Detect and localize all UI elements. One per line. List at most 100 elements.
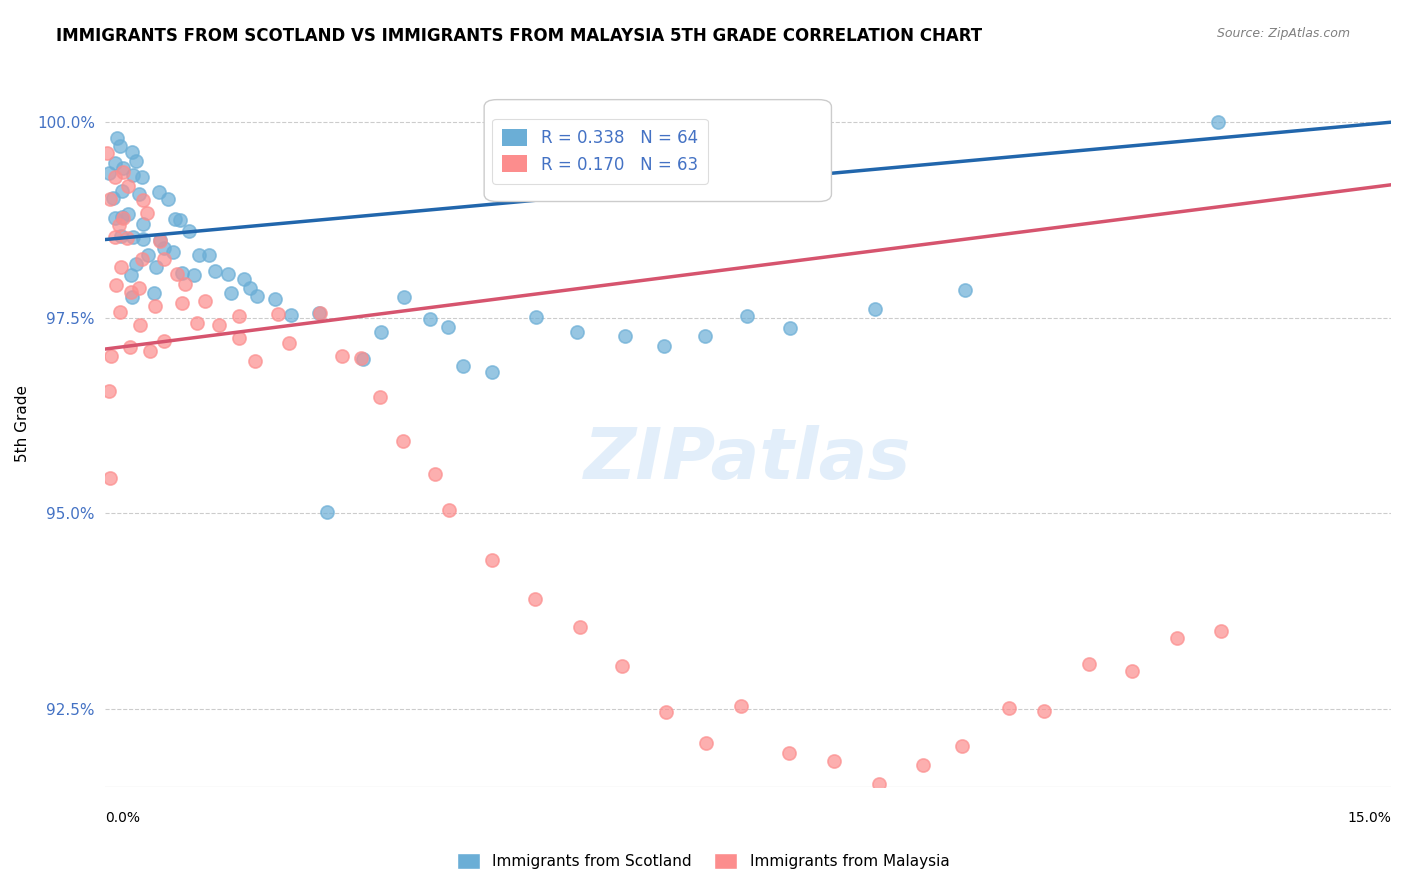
Point — [110, 228, 132, 243]
Point — [153, 252, 176, 266]
Point — [315, 505, 337, 519]
Point — [115, 231, 138, 245]
Point — [111, 210, 134, 224]
Point — [110, 260, 132, 274]
Point — [108, 305, 131, 319]
Point — [179, 224, 201, 238]
Point — [128, 186, 150, 201]
Point — [330, 349, 353, 363]
Point — [217, 268, 239, 282]
Text: IMMIGRANTS FROM SCOTLAND VS IMMIGRANTS FROM MALAYSIA 5TH GRADE CORRELATION CHART: IMMIGRANTS FROM SCOTLAND VS IMMIGRANTS F… — [56, 27, 983, 45]
Point — [481, 365, 503, 379]
Point — [142, 285, 165, 300]
Point — [136, 248, 159, 262]
Point — [280, 308, 302, 322]
Point — [100, 192, 122, 206]
Point — [204, 263, 226, 277]
Point — [136, 206, 159, 220]
Point — [121, 145, 143, 160]
Point — [120, 340, 142, 354]
Point — [166, 268, 188, 282]
Point — [132, 218, 155, 232]
Point — [823, 754, 845, 768]
Point — [183, 268, 205, 283]
Point — [104, 169, 127, 184]
Point — [111, 211, 134, 226]
Point — [246, 288, 269, 302]
Point — [163, 212, 186, 227]
Point — [139, 344, 162, 359]
Point — [132, 232, 155, 246]
Point — [278, 336, 301, 351]
Point — [264, 292, 287, 306]
Point — [117, 178, 139, 193]
Point — [394, 290, 416, 304]
Point — [153, 241, 176, 255]
Point — [197, 248, 219, 262]
Point — [1166, 631, 1188, 645]
Point — [186, 317, 208, 331]
Point — [157, 193, 180, 207]
Point — [104, 211, 127, 225]
Point — [863, 301, 886, 316]
Point — [148, 234, 170, 248]
Point — [614, 328, 637, 343]
Point — [228, 330, 250, 344]
Point — [481, 553, 503, 567]
Point — [174, 277, 197, 292]
Point — [392, 434, 415, 449]
Point — [868, 777, 890, 791]
Point — [104, 277, 127, 292]
Point — [117, 207, 139, 221]
Point — [953, 284, 976, 298]
Point — [111, 161, 134, 175]
Point — [1121, 664, 1143, 678]
Point — [693, 329, 716, 343]
Point — [104, 156, 127, 170]
Point — [730, 699, 752, 714]
Point — [100, 349, 122, 363]
Y-axis label: 5th Grade: 5th Grade — [15, 385, 30, 462]
Point — [243, 353, 266, 368]
Point — [568, 619, 591, 633]
Point — [352, 351, 374, 366]
Point — [308, 306, 330, 320]
Point — [228, 309, 250, 323]
Legend: Immigrants from Scotland, Immigrants from Malaysia: Immigrants from Scotland, Immigrants fro… — [450, 847, 956, 875]
Point — [309, 306, 332, 320]
Point — [778, 747, 800, 761]
Point — [149, 233, 172, 247]
Point — [453, 359, 475, 374]
Point — [131, 252, 153, 267]
Point — [145, 260, 167, 274]
Point — [1206, 114, 1229, 128]
Point — [125, 257, 148, 271]
Point — [350, 351, 373, 366]
Point — [1077, 657, 1099, 671]
Point — [111, 165, 134, 179]
Text: Source: ZipAtlas.com: Source: ZipAtlas.com — [1216, 27, 1350, 40]
Point — [238, 281, 260, 295]
Point — [419, 312, 441, 326]
Point — [121, 290, 143, 304]
Point — [108, 218, 131, 232]
Point — [423, 467, 446, 481]
Point — [1209, 624, 1232, 639]
Point — [148, 185, 170, 199]
Point — [120, 285, 142, 299]
Point — [111, 184, 134, 198]
Point — [779, 321, 801, 335]
Point — [654, 339, 676, 353]
Point — [370, 325, 392, 339]
Point — [695, 735, 717, 749]
Point — [654, 705, 676, 719]
Point — [122, 230, 145, 244]
Point — [523, 591, 546, 606]
Text: 15.0%: 15.0% — [1347, 811, 1391, 825]
Text: 0.0%: 0.0% — [104, 811, 139, 825]
Point — [120, 268, 142, 282]
Point — [105, 131, 128, 145]
Point — [188, 248, 211, 262]
Point — [131, 170, 153, 185]
Point — [998, 701, 1021, 715]
